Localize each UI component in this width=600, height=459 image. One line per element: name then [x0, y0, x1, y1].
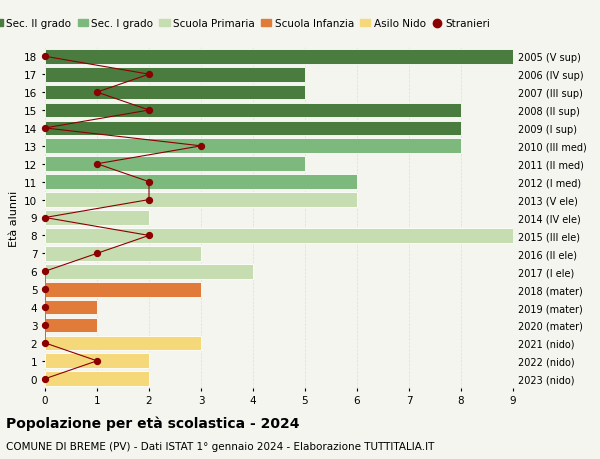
Point: [92, 89, 102, 96]
Point: [92, 250, 102, 257]
Point: [40, 214, 50, 222]
Point: [196, 143, 206, 150]
Point: [144, 232, 154, 240]
Bar: [45, 157, 305, 172]
Point: [40, 375, 50, 383]
Y-axis label: Età alunni: Età alunni: [8, 190, 19, 246]
Bar: [45, 121, 461, 136]
Bar: [45, 175, 357, 190]
Bar: [45, 372, 149, 386]
Point: [144, 179, 154, 186]
Text: COMUNE DI BREME (PV) - Dati ISTAT 1° gennaio 2024 - Elaborazione TUTTITALIA.IT: COMUNE DI BREME (PV) - Dati ISTAT 1° gen…: [6, 441, 434, 451]
Bar: [45, 336, 201, 351]
Point: [40, 340, 50, 347]
Point: [92, 358, 102, 365]
Bar: [45, 139, 461, 154]
Bar: [45, 193, 357, 207]
Bar: [45, 246, 201, 261]
Bar: [45, 103, 461, 118]
Point: [92, 161, 102, 168]
Bar: [45, 300, 97, 315]
Point: [144, 196, 154, 204]
Point: [144, 107, 154, 114]
Point: [40, 286, 50, 293]
Bar: [45, 354, 149, 369]
Point: [40, 268, 50, 275]
Point: [40, 322, 50, 329]
Point: [144, 71, 154, 78]
Bar: [45, 67, 305, 82]
Bar: [45, 50, 513, 64]
Bar: [45, 211, 149, 225]
Bar: [45, 318, 97, 333]
Bar: [45, 85, 305, 100]
Point: [40, 304, 50, 311]
Text: Popolazione per età scolastica - 2024: Popolazione per età scolastica - 2024: [6, 415, 299, 430]
Point: [40, 53, 50, 61]
Legend: Sec. II grado, Sec. I grado, Scuola Primaria, Scuola Infanzia, Asilo Nido, Stran: Sec. II grado, Sec. I grado, Scuola Prim…: [0, 19, 490, 29]
Point: [40, 125, 50, 132]
Bar: [45, 264, 253, 279]
Bar: [45, 282, 201, 297]
Bar: [45, 229, 513, 243]
